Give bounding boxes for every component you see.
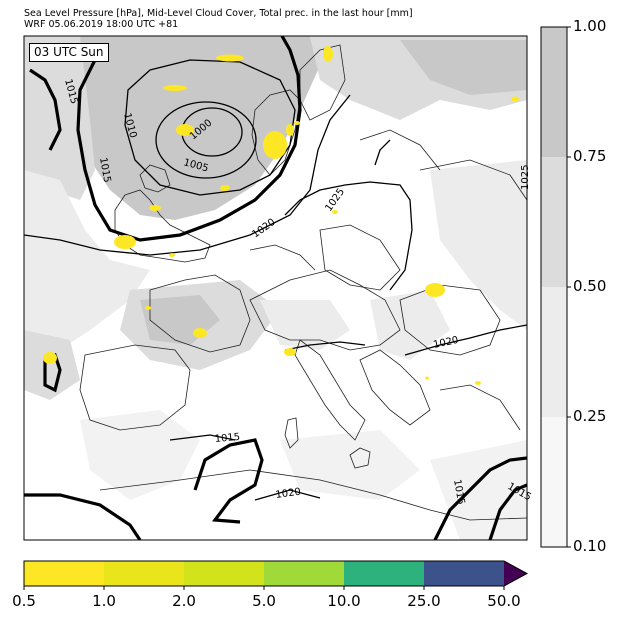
- isobar-label: 1015: [97, 157, 112, 184]
- isobar-label: 1020: [275, 487, 302, 501]
- isobar-label: 1015: [214, 432, 240, 445]
- precip-colorbar: [23, 560, 529, 590]
- precip-tick-label: 10.0: [327, 592, 361, 610]
- cloud-tick-label: 0.25: [573, 407, 607, 425]
- isobar-label: 1020: [432, 335, 459, 351]
- precip-bin-5: [424, 561, 504, 586]
- isobar-label: 1015: [451, 479, 466, 506]
- cloud-tick-label: 0.75: [573, 147, 607, 165]
- precipitation-layer: [43, 46, 519, 385]
- cloud-bin-010-025: [541, 417, 567, 547]
- precip-bin-0: [24, 561, 104, 586]
- cloud-tick-label: 0.10: [573, 537, 607, 555]
- chart-title: Sea Level Pressure [hPa], Mid-Level Clou…: [24, 8, 413, 19]
- precip-tick-label: 25.0: [407, 592, 441, 610]
- precip-colorbar-frame: [23, 560, 529, 587]
- precip-tick-label: 50.0: [487, 592, 521, 610]
- cloud-tick-label: 1.00: [573, 17, 607, 35]
- isobar-1015-bold: [24, 36, 527, 540]
- valid-time-label: 03 UTC Sun: [29, 43, 109, 62]
- coastlines-borders: [79, 44, 527, 521]
- isobar-label: 1025: [520, 165, 531, 190]
- map-frame: [23, 35, 528, 541]
- cloud-bin-075-100: [541, 27, 567, 157]
- precip-extend-arrow: [504, 561, 527, 586]
- precip-bin-4: [344, 561, 424, 586]
- cloud-bin-025-050: [541, 287, 567, 417]
- precip-tick-label: 2.0: [172, 592, 196, 610]
- cloud-cover-layer: [24, 36, 527, 540]
- isobars: [24, 59, 527, 501]
- cloud-cover-colorbar: [540, 26, 571, 548]
- precip-tick-label: 5.0: [252, 592, 276, 610]
- precip-bin-2: [184, 561, 264, 586]
- precip-tick-label: 1.0: [92, 592, 116, 610]
- cloud-tick-label: 0.50: [573, 277, 607, 295]
- precip-bin-1: [104, 561, 184, 586]
- precip-tick-label: 0.5: [12, 592, 36, 610]
- model-run-subtitle: WRF 05.06.2019 18:00 UTC +81: [24, 19, 179, 30]
- cloud-bin-050-075: [541, 157, 567, 287]
- precip-bin-3: [264, 561, 344, 586]
